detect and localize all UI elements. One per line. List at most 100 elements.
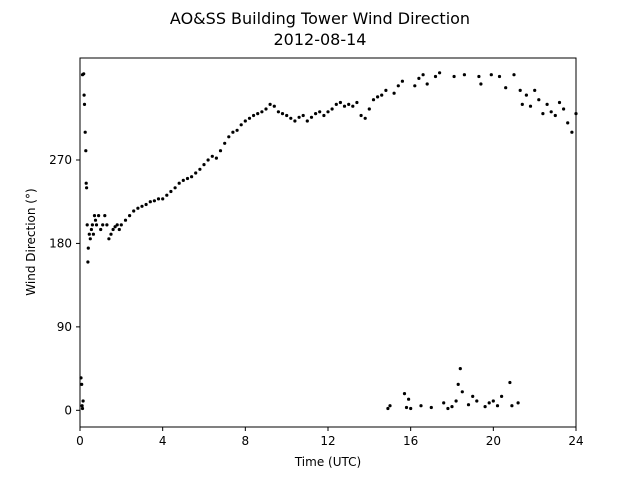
data-point [252,113,256,118]
data-point [93,218,98,222]
data-point [82,93,86,97]
data-point [214,156,218,160]
data-point [545,102,549,106]
x-tick-label: 12 [320,434,335,448]
x-tick-label: 24 [568,434,583,448]
data-point [384,88,388,92]
data-point [452,74,456,79]
data-point [512,73,516,77]
data-point [355,100,359,105]
data-point [338,100,342,105]
data-point [231,130,235,134]
data-point [107,237,111,241]
data-point [407,397,411,401]
y-tick-label: 180 [49,236,72,250]
data-point [342,104,347,108]
data-point [537,98,541,102]
data-point [85,186,89,190]
data-point [508,380,512,385]
data-point [483,405,487,409]
data-point [553,113,557,118]
data-point [297,115,301,119]
data-point [518,88,522,92]
data-point [326,110,330,114]
data-point [190,175,194,179]
data-point [161,197,165,201]
data-point [549,110,553,114]
data-point [165,193,169,197]
data-point [489,73,493,77]
data-point [85,223,89,227]
data-point [256,112,260,116]
data-point [152,199,156,203]
data-point [264,107,268,111]
data-point [557,100,562,105]
x-axis-label: Time (UTC) [294,455,361,469]
data-point [380,93,384,97]
plot-frame [79,57,577,428]
data-point [276,110,280,114]
x-axis-ticks: 0 4 8 12 16 20 24 [76,427,584,448]
data-point [169,189,173,194]
data-point [218,149,223,153]
data-point [88,237,92,241]
data-point [309,115,314,119]
x-tick-label: 16 [403,434,418,448]
data-point [198,167,202,171]
scatter-markers [79,71,578,411]
data-point [247,116,252,120]
data-point [421,73,425,77]
data-point [388,404,392,408]
data-point [293,119,297,123]
data-point [479,82,483,86]
data-point [140,204,144,208]
data-point [260,110,264,114]
data-point [80,404,84,408]
data-point [400,79,404,83]
data-point [305,119,309,123]
data-point [239,123,243,127]
data-point [97,214,101,218]
data-point [227,135,231,139]
data-point [123,218,128,222]
data-point [334,102,338,106]
data-point [409,406,413,411]
data-point [347,102,351,106]
data-point [570,130,574,134]
data-point [119,223,123,227]
data-point [206,158,210,162]
data-point [425,82,429,86]
data-point [285,113,289,118]
data-point [90,223,94,227]
data-point [541,112,545,116]
data-point [446,406,450,411]
data-point [86,246,90,250]
data-point [81,399,85,403]
data-point [367,107,371,111]
data-point [94,223,99,227]
data-point [89,227,93,232]
y-tick-label: 270 [49,153,72,167]
data-point [520,102,524,106]
data-point [235,128,239,132]
data-point [194,171,198,175]
data-point [109,232,113,236]
data-point [272,104,276,108]
data-point [322,113,326,118]
data-point [351,104,355,108]
data-point [396,84,400,88]
data-point [314,112,318,116]
data-point [466,403,471,407]
y-axis-label: Wind Direction (°) [24,188,38,295]
data-point [528,104,533,108]
data-point [429,405,433,410]
data-point [99,227,103,232]
data-point [471,394,475,398]
data-point [533,88,537,92]
data-point [91,232,95,236]
data-point [148,200,152,204]
x-tick-label: 8 [242,434,250,448]
x-tick-label: 20 [486,434,501,448]
data-point [566,121,570,125]
data-point [105,223,109,227]
